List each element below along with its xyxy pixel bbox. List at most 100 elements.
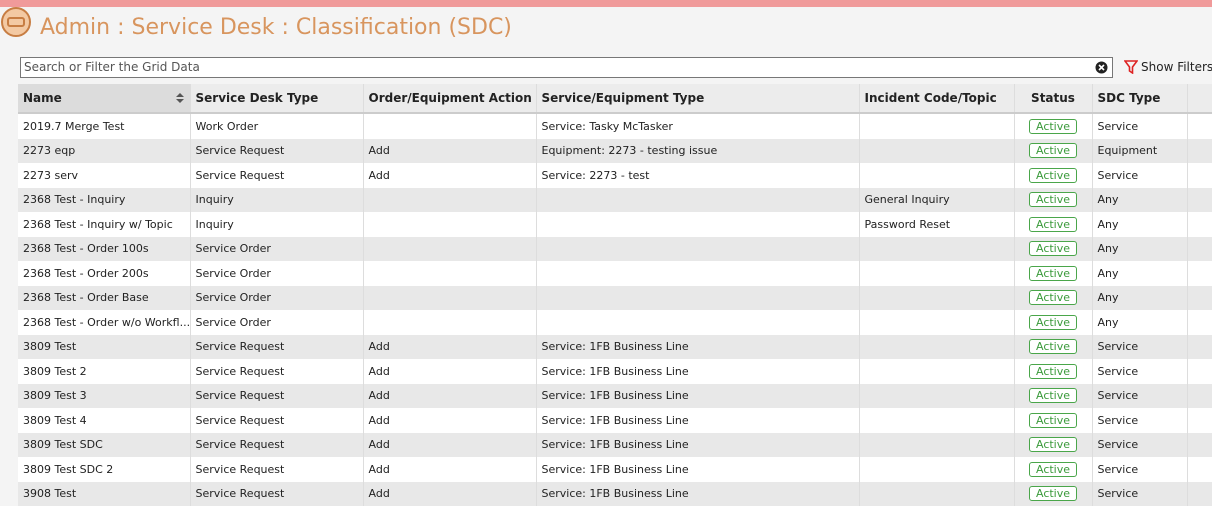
spacer-cell [1187, 481, 1212, 506]
grid-row[interactable]: 3809 Test SDC 2 Service Request Add Service… [18, 457, 1212, 482]
status-badge: Active [1028, 265, 1078, 281]
grid-cell: Inquiry [190, 212, 364, 237]
clear-button[interactable] [1095, 61, 1108, 74]
spacer-cell [1187, 285, 1212, 310]
status-badge: Active [1028, 290, 1078, 306]
grid-cell: 2368 Test - Order Base [18, 285, 191, 310]
column-header[interactable]: Name [18, 84, 191, 114]
grid-row[interactable]: 2368 Test - Inquiry Inquiry General Inquir… [18, 187, 1212, 212]
grid-cell: Service Order [190, 310, 364, 335]
show-filters-button[interactable]: Show Filters [1123, 60, 1212, 75]
empty-cell [859, 383, 1015, 408]
status-badge: Active [1028, 388, 1078, 404]
grid-cell: Service: 1FB Business Line [536, 383, 860, 408]
grid-cell: Equipment: 2273 - testing issue [536, 138, 860, 163]
grid-row[interactable]: 3809 Test Service Request Add Service: 1FB … [18, 334, 1212, 359]
page-title: Admin : Service Desk : Classification (S… [40, 15, 512, 40]
status-cell: Active [1014, 138, 1093, 163]
grid-cell: Service Order [190, 261, 364, 286]
grid-row[interactable]: 2273 eqp Service Request Add Equipment: 227… [18, 138, 1212, 163]
empty-cell [536, 285, 860, 310]
grid-cell: 2019.7 Merge Test [18, 113, 191, 139]
empty-cell [363, 113, 537, 139]
grid-cell: Add [363, 138, 537, 163]
column-header[interactable]: Order/Equipment Action [363, 84, 537, 114]
grid-cell: Service Request [190, 432, 364, 457]
status-badge: Active [1028, 486, 1078, 502]
spacer-cell [1187, 457, 1212, 482]
grid: Name Service Desk Type Order/Equipment Act… [18, 84, 1212, 506]
grid-cell: Service [1092, 163, 1188, 188]
grid-cell: 2273 serv [18, 163, 191, 188]
empty-cell [363, 285, 537, 310]
status-badge: Active [1028, 143, 1078, 159]
grid-row[interactable]: 2019.7 Merge Test Work Order Service: Task… [18, 113, 1212, 139]
grid-row[interactable]: 3908 Test Service Request Add Service: 1FB … [18, 481, 1212, 506]
grid-cell: Service Request [190, 457, 364, 482]
column-header[interactable]: Service/Equipment Type [536, 84, 860, 114]
spacer-cell [1187, 359, 1212, 384]
grid-row[interactable]: 3809 Test 3 Service Request Add Service: 1F… [18, 383, 1212, 408]
column-header[interactable]: Incident Code/Topic [859, 84, 1015, 114]
grid-cell: Add [363, 359, 537, 384]
show-filters-label: Show Filters [1141, 60, 1212, 74]
column-header-spacer [1187, 84, 1212, 114]
grid-cell: 2273 eqp [18, 138, 191, 163]
grid-cell: Service Request [190, 163, 364, 188]
grid-cell: Service Request [190, 481, 364, 506]
grid-row[interactable]: 2368 Test - Order Base Service Order Activ… [18, 285, 1212, 310]
grid-cell: Service: 1FB Business Line [536, 432, 860, 457]
grid-cell: 3809 Test [18, 334, 191, 359]
empty-cell [859, 113, 1015, 139]
grid-cell: Equipment [1092, 138, 1188, 163]
status-cell: Active [1014, 408, 1093, 433]
status-cell: Active [1014, 163, 1093, 188]
status-badge: Active [1028, 192, 1078, 208]
grid-row[interactable]: 2368 Test - Order 100s Service Order Activ… [18, 236, 1212, 261]
filter-icon [1123, 60, 1139, 75]
grid-row[interactable]: 3809 Test 2 Service Request Add Service: 1F… [18, 359, 1212, 384]
grid-row[interactable]: 2368 Test - Order 200s Service Order Activ… [18, 261, 1212, 286]
app-icon [1, 7, 31, 37]
empty-cell [859, 236, 1015, 261]
empty-cell [536, 261, 860, 286]
grid-cell: 3908 Test [18, 481, 191, 506]
grid-cell: Service [1092, 113, 1188, 139]
sort-icon[interactable] [175, 92, 184, 104]
grid-cell: Service [1092, 383, 1188, 408]
grid-cell: Service: 1FB Business Line [536, 408, 860, 433]
grid-row[interactable]: 3809 Test SDC Service Request Add Service: … [18, 432, 1212, 457]
grid-cell: 3809 Test 4 [18, 408, 191, 433]
status-cell: Active [1014, 432, 1093, 457]
grid-cell: Any [1092, 310, 1188, 335]
grid-cell: Add [363, 383, 537, 408]
grid-cell: Any [1092, 285, 1188, 310]
empty-cell [363, 310, 537, 335]
empty-cell [859, 457, 1015, 482]
grid-row[interactable]: 2368 Test - Order w/o Workfl... Service O… [18, 310, 1212, 335]
column-header[interactable]: Status [1014, 84, 1093, 114]
status-badge: Active [1028, 412, 1078, 428]
status-badge: Active [1028, 167, 1078, 183]
grid-cell: Service [1092, 334, 1188, 359]
grid-row[interactable]: 3809 Test 4 Service Request Add Service: 1F… [18, 408, 1212, 433]
status-cell: Active [1014, 285, 1093, 310]
grid-cell: General Inquiry [859, 187, 1015, 212]
status-badge: Active [1028, 363, 1078, 379]
grid-cell: Password Reset [859, 212, 1015, 237]
column-header[interactable]: SDC Type [1092, 84, 1188, 114]
grid-cell: Service: 2273 - test [536, 163, 860, 188]
grid-cell: 3809 Test SDC [18, 432, 191, 457]
search-box[interactable]: Search or Filter the Grid Data [20, 57, 1113, 78]
empty-cell [859, 334, 1015, 359]
status-cell: Active [1014, 187, 1093, 212]
grid-cell: Service: 1FB Business Line [536, 359, 860, 384]
grid-cell: 2368 Test - Order w/o Workfl... [18, 310, 191, 335]
status-badge: Active [1028, 339, 1078, 355]
grid-cell: Any [1092, 236, 1188, 261]
grid-row[interactable]: 2273 serv Service Request Add Service: 2273… [18, 163, 1212, 188]
column-header[interactable]: Service Desk Type [190, 84, 364, 114]
grid-row[interactable]: 2368 Test - Inquiry w/ Topic Inquiry Passw… [18, 212, 1212, 237]
empty-cell [859, 285, 1015, 310]
grid-cell: 2368 Test - Inquiry w/ Topic [18, 212, 191, 237]
